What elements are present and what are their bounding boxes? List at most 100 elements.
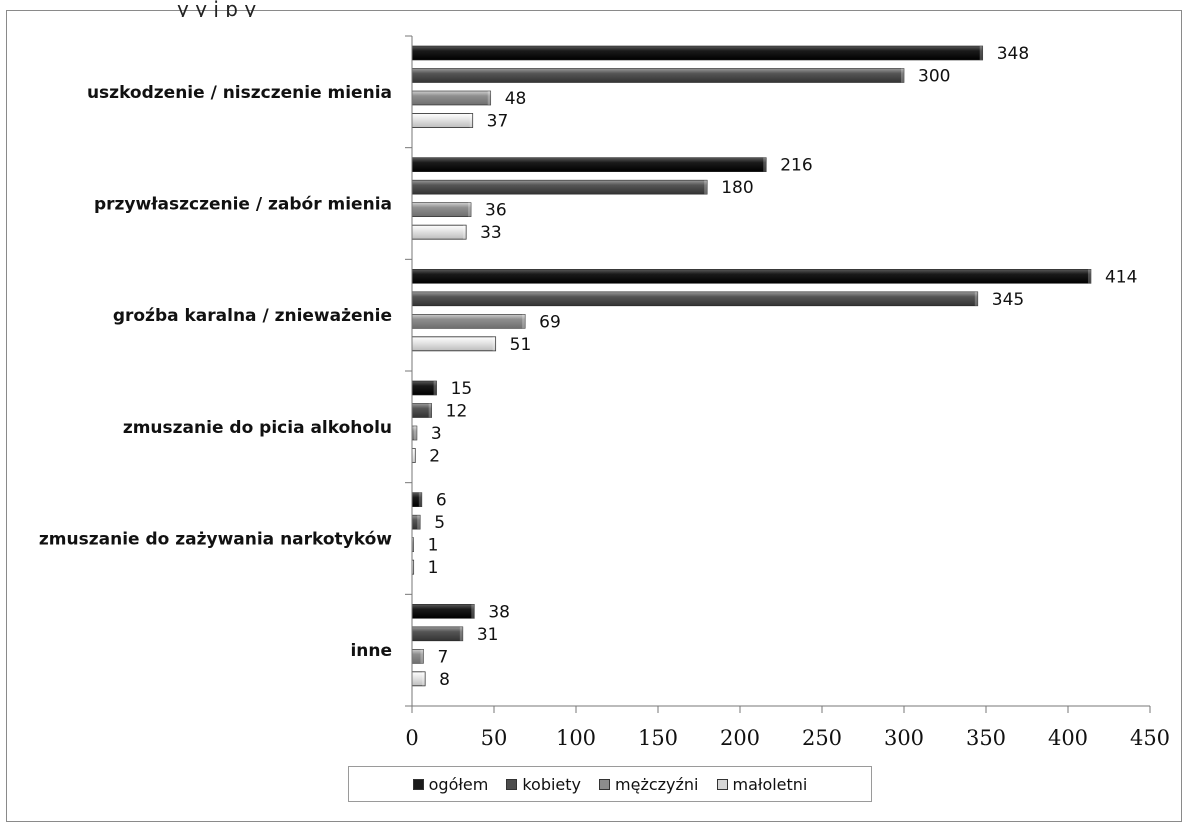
category-label-alkohol: zmuszanie do picia alkoholu bbox=[123, 418, 392, 438]
data-label-przywlaszczenie-kobiety: 180 bbox=[721, 178, 753, 198]
bar-cap-uszkodzenie-kobiety bbox=[901, 68, 904, 83]
x-tick-label-150: 150 bbox=[638, 726, 678, 750]
data-label-uszkodzenie-kobiety: 300 bbox=[918, 67, 950, 87]
bar-cap-alkohol-mezczyzni bbox=[413, 426, 417, 440]
data-label-przywlaszczenie-ogolem: 216 bbox=[780, 156, 812, 176]
data-label-narkotyki-maloletni: 1 bbox=[428, 558, 439, 578]
category-label-przywlaszczenie: przywłaszczenie / zabór mienia bbox=[94, 195, 392, 215]
data-label-uszkodzenie-ogolem: 348 bbox=[997, 44, 1029, 64]
data-label-alkohol-kobiety: 12 bbox=[446, 402, 468, 422]
x-tick-label-300: 300 bbox=[884, 726, 924, 750]
bar-cap-uszkodzenie-maloletni bbox=[469, 113, 473, 128]
x-tick-label-250: 250 bbox=[802, 726, 842, 750]
bar-cap-alkohol-maloletni bbox=[412, 448, 416, 463]
bar-inne-ogolem bbox=[411, 604, 475, 619]
bar-uszkodzenie-ogolem bbox=[411, 45, 984, 61]
bar-uszkodzenie-mezczyzni bbox=[411, 90, 492, 106]
data-label-grozba-ogolem: 414 bbox=[1105, 267, 1137, 287]
bar-cap-grozba-maloletni bbox=[492, 336, 496, 351]
legend-item-mezczyzni: mężczyźni bbox=[599, 774, 699, 794]
data-label-narkotyki-kobiety: 5 bbox=[434, 513, 445, 533]
legend-swatch-mezczyzni bbox=[599, 778, 611, 790]
legend-item-maloletni: małoletni bbox=[716, 774, 808, 794]
bar-cap-grozba-ogolem bbox=[1087, 269, 1091, 284]
bar-cap-uszkodzenie-mezczyzni bbox=[487, 91, 491, 105]
bar-uszkodzenie-maloletni bbox=[411, 113, 474, 128]
legend-label-kobiety: kobiety bbox=[522, 774, 582, 794]
legend: ogółem kobiety mężczyźni małoletni bbox=[348, 766, 872, 802]
chart-frame: y y j p y bbox=[6, 0, 1182, 822]
bar-cap-inne-maloletni bbox=[422, 671, 426, 686]
data-label-alkohol-maloletni: 2 bbox=[429, 447, 440, 467]
bar-cap-grozba-kobiety bbox=[974, 291, 978, 306]
x-tick-label-450: 450 bbox=[1130, 726, 1170, 750]
category-label-uszkodzenie: uszkodzenie / niszczenie mienia bbox=[87, 83, 392, 103]
category-label-inne: inne bbox=[350, 641, 392, 661]
bar-cap-narkotyki-mezczyzni bbox=[412, 537, 414, 552]
bar-przywlaszczenie-kobiety bbox=[411, 179, 708, 195]
bar-cap-narkotyki-maloletni bbox=[412, 560, 414, 575]
bar-cap-przywlaszczenie-kobiety bbox=[704, 180, 708, 195]
bar-cap-przywlaszczenie-ogolem bbox=[763, 157, 767, 172]
data-label-grozba-kobiety: 345 bbox=[992, 290, 1024, 310]
bar-uszkodzenie-kobiety bbox=[411, 68, 905, 83]
legend-item-kobiety: kobiety bbox=[506, 775, 581, 794]
data-label-inne-mezczyzni: 7 bbox=[437, 647, 448, 667]
legend-item-ogolem: ogółem bbox=[412, 774, 489, 794]
data-label-inne-maloletni: 8 bbox=[439, 670, 450, 690]
data-label-grozba-maloletni: 51 bbox=[510, 335, 532, 355]
bar-grozba-kobiety bbox=[411, 291, 979, 307]
bar-przywlaszczenie-ogolem bbox=[411, 157, 767, 172]
bar-cap-alkohol-ogolem bbox=[433, 381, 437, 395]
x-tick-label-100: 100 bbox=[556, 726, 596, 750]
category-label-grozba: groźba karalna / znieważenie bbox=[113, 306, 392, 326]
x-tick-label-350: 350 bbox=[966, 726, 1006, 750]
legend-label-maloletni: małoletni bbox=[732, 774, 808, 794]
bar-inne-kobiety bbox=[411, 626, 464, 642]
bar-alkohol-ogolem bbox=[411, 380, 437, 396]
x-tick-label-400: 400 bbox=[1048, 726, 1088, 750]
bar-cap-inne-kobiety bbox=[459, 626, 463, 641]
bar-cap-narkotyki-ogolem bbox=[418, 492, 422, 507]
category-group-uszkodzenie: uszkodzenie / niszczenie mienia 348 300 48 3… bbox=[87, 44, 1029, 132]
x-tick-label-0: 0 bbox=[405, 726, 418, 750]
x-tick-label-50: 50 bbox=[481, 726, 508, 750]
x-tick-label-200: 200 bbox=[720, 726, 760, 750]
bar-cap-alkohol-kobiety bbox=[428, 403, 432, 418]
data-label-alkohol-mezczyzni: 3 bbox=[431, 424, 442, 444]
bar-cap-narkotyki-kobiety bbox=[417, 515, 421, 530]
bar-cap-uszkodzenie-ogolem bbox=[979, 46, 983, 60]
category-group-inne: inne 38 31 7 8 bbox=[350, 602, 510, 690]
bar-cap-grozba-mezczyzni bbox=[522, 314, 526, 329]
legend-swatch-kobiety bbox=[506, 778, 518, 790]
bar-grozba-ogolem bbox=[411, 269, 1092, 284]
bar-przywlaszczenie-mezczyzni bbox=[411, 202, 472, 217]
category-label-narkotyki: zmuszanie do zażywania narkotyków bbox=[39, 530, 392, 550]
legend-swatch-ogolem bbox=[412, 778, 424, 790]
data-label-inne-kobiety: 31 bbox=[477, 625, 499, 645]
data-label-uszkodzenie-maloletni: 37 bbox=[487, 112, 509, 132]
data-label-grozba-mezczyzni: 69 bbox=[539, 312, 561, 332]
bar-przywlaszczenie-maloletni bbox=[411, 224, 467, 240]
bar-grozba-mezczyzni bbox=[411, 314, 526, 329]
bar-cap-inne-mezczyzni bbox=[420, 649, 424, 664]
bar-grozba-maloletni bbox=[411, 336, 497, 352]
clipped-chart-title: y y j p y bbox=[177, 0, 257, 17]
category-group-alkohol: zmuszanie do picia alkoholu 15 123 2 bbox=[123, 379, 472, 467]
bar-cap-inne-ogolem bbox=[471, 604, 475, 619]
legend-label-ogolem: ogółem bbox=[428, 774, 489, 794]
data-label-przywlaszczenie-mezczyzni: 36 bbox=[485, 201, 507, 221]
bar-cap-przywlaszczenie-mezczyzni bbox=[468, 202, 472, 217]
data-label-narkotyki-ogolem: 6 bbox=[436, 491, 447, 511]
data-label-narkotyki-mezczyzni: 1 bbox=[428, 536, 439, 556]
legend-label-mezczyzni: mężczyźni bbox=[615, 774, 699, 794]
data-label-przywlaszczenie-maloletni: 33 bbox=[480, 223, 502, 243]
data-label-alkohol-ogolem: 15 bbox=[451, 379, 473, 399]
data-label-inne-ogolem: 38 bbox=[488, 602, 510, 622]
category-group-grozba: groźba karalna / znieważenie 414 345 69 51 bbox=[113, 267, 1138, 355]
legend-swatch-maloletni bbox=[716, 778, 728, 790]
bar-cap-przywlaszczenie-maloletni bbox=[463, 225, 467, 240]
category-group-narkotyki: zmuszanie do zażywania narkotyków 65 11 bbox=[39, 491, 447, 579]
